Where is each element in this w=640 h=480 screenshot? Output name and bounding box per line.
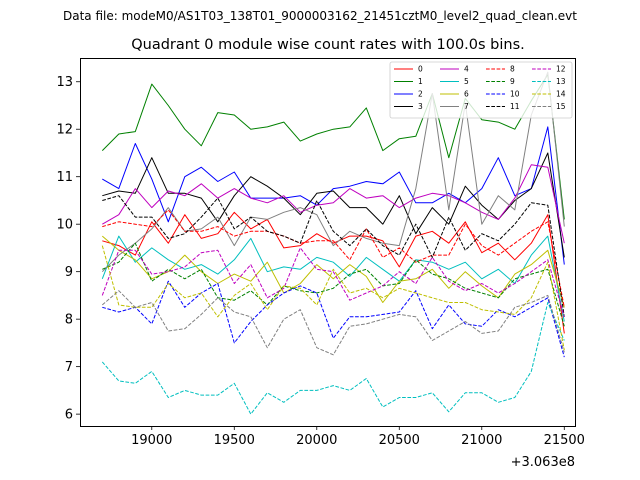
series-line-3 [102,152,565,258]
series-line-11 [102,195,565,317]
y-tick-label: 9 [65,265,73,280]
y-tick-label: 13 [56,75,73,90]
y-tick-label: 12 [56,123,73,138]
y-tick-label: 11 [56,170,73,185]
legend-label: 9 [510,77,515,86]
series-line-8 [102,209,565,308]
legend-label: 1 [418,77,423,86]
series-line-12 [101,247,565,317]
legend-label: 8 [510,65,515,74]
x-axis: 19000 19500 20000 20500 21000 21500 [131,426,585,448]
series-line-5 [101,235,565,322]
legend-label: 2 [418,90,423,99]
x-tick-label: 19000 [131,433,172,448]
y-axis: 6 7 8 9 10 11 12 13 [56,75,80,423]
legend-label: 13 [556,77,566,86]
y-tick-label: 7 [65,360,73,375]
series-line-15 [101,290,565,356]
y-tick-label: 8 [65,313,73,328]
series-line-6 [101,235,565,308]
legend-label: 0 [418,65,423,74]
x-offset-label: +3.063e8 [511,455,575,470]
legend-label: 7 [464,102,469,111]
series-line-1 [101,74,565,220]
legend-label: 10 [510,90,520,99]
x-tick-label: 20500 [379,433,420,448]
chart-title: Quadrant 0 module wise count rates with … [131,37,525,53]
legend-box [389,61,573,119]
legend-label: 12 [556,65,566,74]
x-tick-label: 19500 [214,433,255,448]
legend-label: 3 [418,102,423,111]
plot-frame [80,58,576,427]
series-line-14 [101,245,565,351]
series-line-2 [102,126,565,265]
y-tick-label: 10 [56,218,73,233]
x-tick-label: 20000 [296,433,337,448]
legend-label: 14 [556,90,566,99]
legend-label: 6 [464,90,469,99]
x-tick-label: 21000 [461,433,502,448]
series-layer [101,71,565,415]
legend-label: 15 [556,102,566,111]
series-line-13 [101,302,565,415]
x-tick-label: 21500 [544,433,585,448]
legend-label: 4 [464,65,469,74]
chart-suptitle: Data file: modeM0/AS1T03_138T01_90000031… [63,9,577,23]
series-line-10 [102,280,565,358]
series-line-9 [102,242,565,327]
legend-label: 11 [510,102,520,111]
y-tick-label: 6 [65,408,73,423]
legend-label: 5 [464,77,469,86]
